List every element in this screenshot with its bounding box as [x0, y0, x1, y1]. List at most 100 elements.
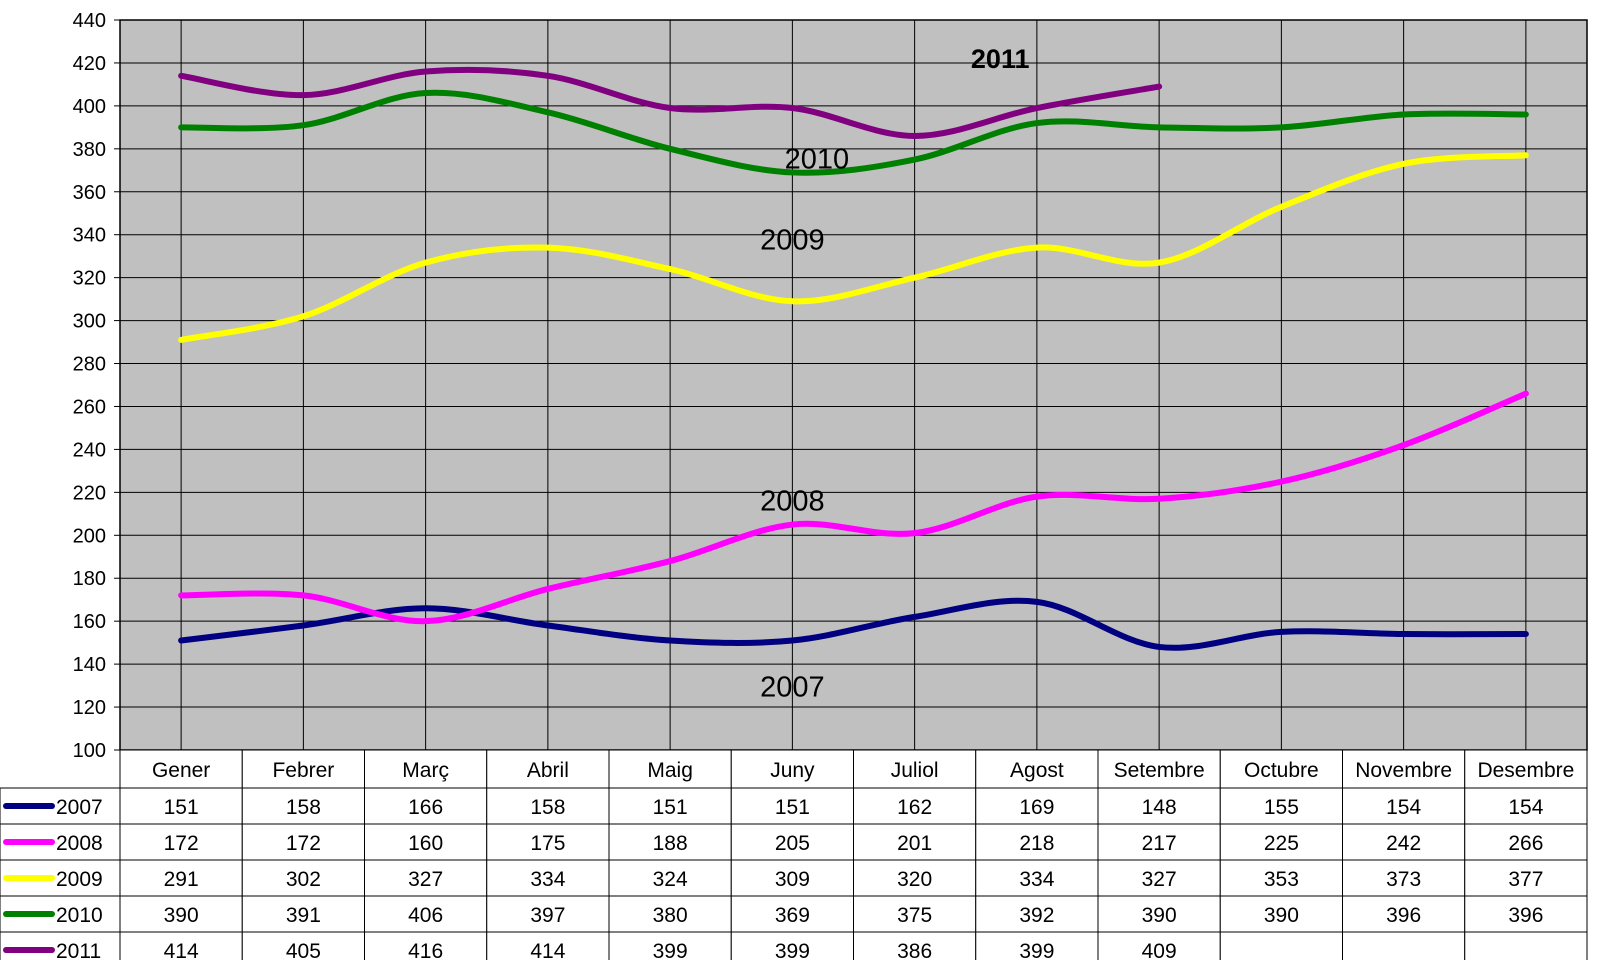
data-label: 148 — [1142, 796, 1177, 819]
table-header-cell — [241, 749, 365, 789]
data-label: 155 — [1264, 796, 1299, 819]
table-cell — [975, 823, 1099, 861]
data-label: 201 — [897, 832, 932, 855]
data-label: 405 — [286, 940, 321, 960]
y-tick-label: 300 — [73, 311, 106, 333]
data-label: 353 — [1264, 868, 1299, 891]
data-label: 327 — [1142, 868, 1177, 891]
annotation-2011: 2011 — [971, 44, 1030, 74]
y-tick-label: 420 — [73, 53, 106, 75]
table-cell — [1464, 895, 1588, 933]
data-label: 390 — [1264, 904, 1299, 927]
y-tick-label: 200 — [73, 525, 106, 547]
data-label: 291 — [164, 868, 199, 891]
data-label: 386 — [897, 940, 932, 960]
data-label: 380 — [653, 904, 688, 927]
y-tick-label: 140 — [73, 654, 106, 676]
x-tick-label: Agost — [1010, 759, 1064, 782]
table-cell — [730, 823, 854, 861]
table-cell — [1464, 931, 1588, 960]
table-header-cell — [1219, 749, 1343, 789]
y-tick-label: 220 — [73, 482, 106, 504]
data-label: 158 — [286, 796, 321, 819]
data-label: 406 — [408, 904, 443, 927]
annotation-2010: 2010 — [785, 143, 850, 175]
data-label: 327 — [408, 868, 443, 891]
table-cell — [608, 895, 732, 933]
data-label: 205 — [775, 832, 810, 855]
table-header-cell — [119, 749, 243, 789]
table-cell — [119, 823, 243, 861]
plot-area — [119, 19, 1588, 751]
table-cell — [1342, 787, 1466, 825]
table-cell — [730, 895, 854, 933]
y-tick-label: 280 — [73, 354, 106, 376]
table-cell — [1097, 895, 1221, 933]
data-label: 375 — [897, 904, 932, 927]
series-line-2009 — [178, 152, 1529, 343]
data-label: 416 — [408, 940, 443, 960]
data-label: 369 — [775, 904, 810, 927]
legend-entry-2008: 2008 — [56, 832, 103, 855]
table-header-cell — [975, 749, 1099, 789]
y-tick-label: 260 — [73, 396, 106, 418]
y-tick-label: 440 — [73, 10, 106, 32]
x-tick-label: Maig — [647, 759, 693, 782]
data-label: 334 — [530, 868, 565, 891]
table-cell — [730, 787, 854, 825]
table-cell — [975, 931, 1099, 960]
y-axis: 100 120 140 160 180 200 220 240 260 280 300 320 340 3… — [73, 10, 120, 762]
table-cell — [1097, 859, 1221, 897]
table-cell — [608, 787, 732, 825]
data-label: 162 — [897, 796, 932, 819]
x-tick-label: Abril — [527, 759, 569, 782]
table-cell — [241, 787, 365, 825]
table-cell — [853, 931, 977, 960]
legend-entry-2010: 2010 — [56, 904, 103, 927]
table-cell — [853, 787, 977, 825]
table-cell — [730, 931, 854, 960]
table-cell — [1464, 859, 1588, 897]
series-line-2007 — [178, 597, 1529, 651]
x-tick-label: Juny — [770, 759, 815, 782]
data-label: 409 — [1142, 940, 1177, 960]
data-label: 302 — [286, 868, 321, 891]
y-tick-label: 380 — [73, 139, 106, 161]
data-label: 217 — [1142, 832, 1177, 855]
series-line-2011 — [178, 66, 1163, 139]
data-label: 334 — [1019, 868, 1054, 891]
legend-entry-2011: 2011 — [56, 940, 101, 960]
data-label: 399 — [653, 940, 688, 960]
series-lines — [178, 66, 1529, 651]
table-header-cell — [730, 749, 854, 789]
series-annotations: 2011 2010 2009 2008 2007 — [760, 44, 1029, 703]
table-cell — [364, 823, 488, 861]
table-cell — [1219, 895, 1343, 933]
x-tick-label: Desembre — [1477, 759, 1574, 782]
y-tick-label: 180 — [73, 568, 106, 590]
data-label: 158 — [530, 796, 565, 819]
table-cell — [486, 931, 610, 960]
y-tick-label: 320 — [73, 268, 106, 290]
data-label: 172 — [164, 832, 199, 855]
table-header-cell — [1097, 749, 1221, 789]
data-label: 242 — [1386, 832, 1421, 855]
x-tick-label: Octubre — [1244, 759, 1319, 782]
x-tick-label: Setembre — [1114, 759, 1205, 782]
table-cell — [1464, 787, 1588, 825]
y-tick-label: 120 — [73, 697, 106, 719]
data-label: 154 — [1508, 796, 1543, 819]
data-label: 172 — [286, 832, 321, 855]
y-tick-label: 400 — [73, 96, 106, 118]
data-label: 396 — [1508, 904, 1543, 927]
table-cell — [608, 823, 732, 861]
data-label: 391 — [286, 904, 321, 927]
y-tick-label: 100 — [73, 740, 106, 762]
data-label: 399 — [1019, 940, 1054, 960]
x-tick-label: Gener — [152, 759, 210, 782]
data-label: 169 — [1019, 796, 1054, 819]
table-header-cell — [608, 749, 732, 789]
series-line-2010 — [178, 89, 1529, 176]
data-label: 396 — [1386, 904, 1421, 927]
data-label: 218 — [1019, 832, 1054, 855]
